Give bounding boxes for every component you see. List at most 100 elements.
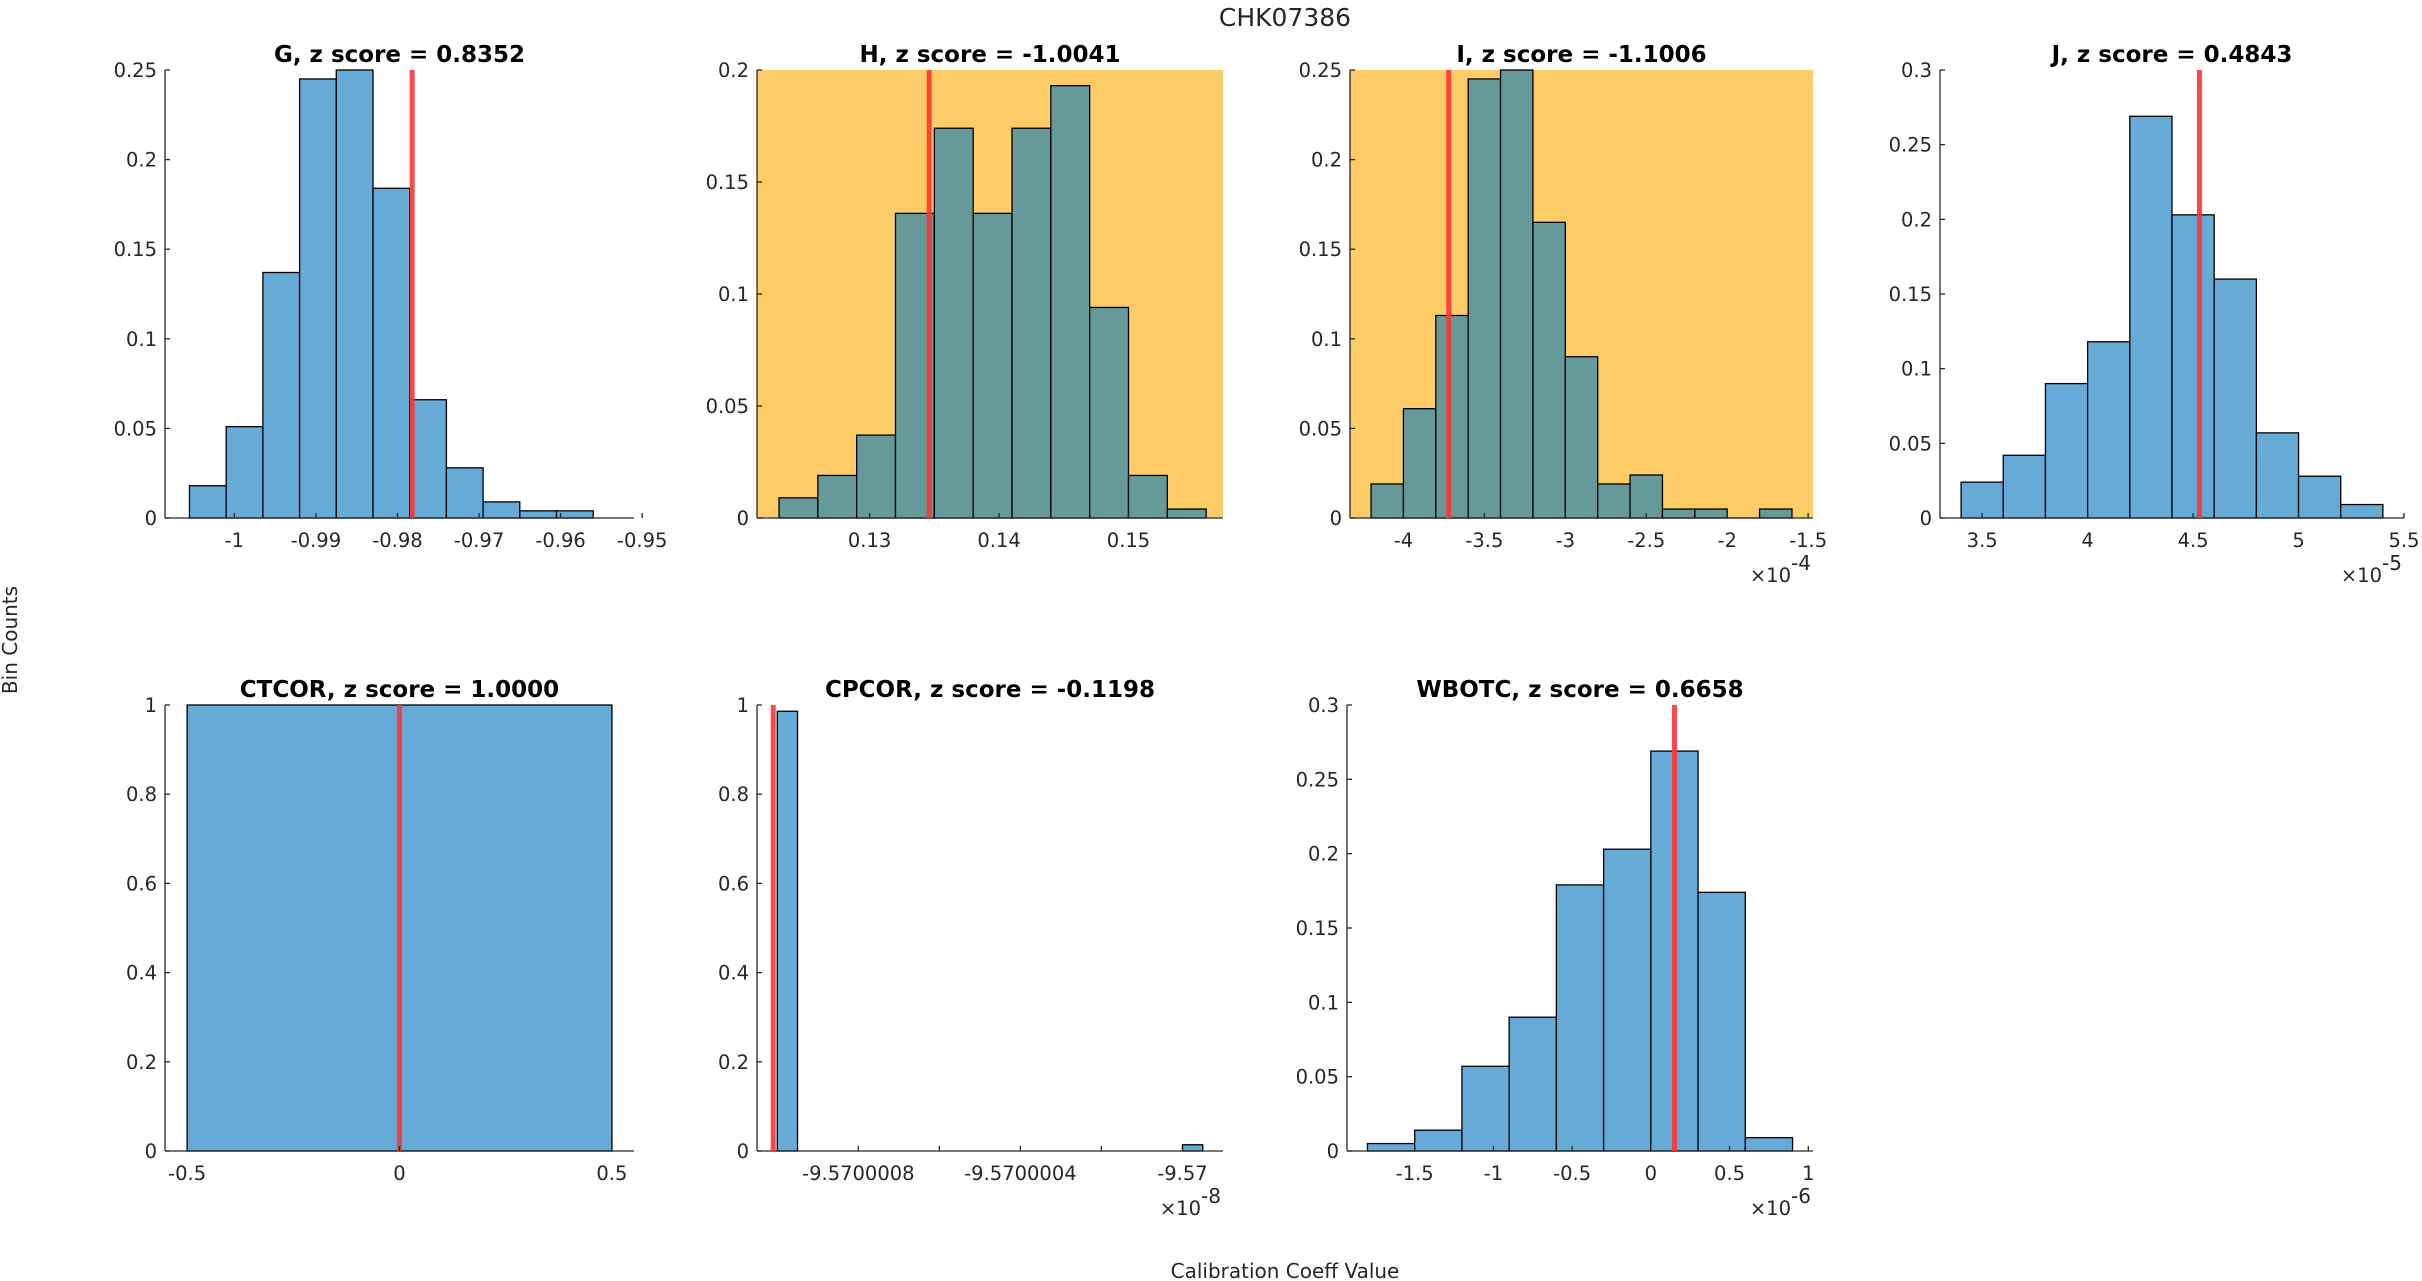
histogram-bar [1602,848,1652,1152]
x-tick-label: 0.5 [1714,1162,1745,1185]
subplot-title: WBOTC, z score = 0.6658 [1416,677,1743,703]
x-tick-label: -2.5 [1627,529,1665,552]
histogram-bar [1414,1129,1463,1152]
x-tick-label: 0.5 [596,1162,627,1185]
y-tick-label: 0.6 [126,872,157,895]
subplot-grid: 00.050.10.150.20.25-1 -0.99 -0.98 -0.97 -0.9… [114,42,2420,1220]
x-exponent-power: -4 [1791,551,1811,575]
histogram-bar [1402,408,1437,519]
y-tick-label: 0 [737,507,749,530]
subplot-j: 0 0.05 0.1 0.15 0.2 0.25 0.3 3.5 4 4.5 5 5.5 ×10-5 J,… [1889,42,2420,587]
subplot-cpcor: 0 0.2 0.4 0.6 0.8 1 -9.5700008 -9.5700004 -9.57 ×… [718,677,1223,1220]
y-tick-label: 0.4 [718,962,749,985]
x-tick-label: 4 [2081,529,2093,552]
y-tick-label: 1 [737,694,749,717]
y-tick-label: 0.1 [1308,991,1339,1014]
y-tick-label: 0.2 [718,1051,749,1074]
histogram-bar [2086,341,2131,519]
x-tick-label: 0.14 [977,529,1020,552]
x-exponent-label: ×10 [1750,564,1791,587]
histogram-bar [1435,314,1469,519]
x-exponent-power: -6 [1791,1184,1811,1208]
histogram-bar [1758,508,1793,519]
y-tick-label: 0.25 [1889,134,1932,157]
x-tick-label: -1 [225,529,244,552]
y-tick-label: 0.2 [1308,843,1339,866]
y-tick-label: 0.15 [114,238,157,261]
histogram-bar [1127,474,1168,519]
subplot-wbotc: 0 0.05 0.1 0.15 0.2 0.25 0.3 -1.5 -1 -0.5 0 0.5 1 ×10… [1296,677,1815,1220]
histogram-bar [1089,306,1130,519]
histogram-bar [1467,78,1502,519]
x-tick-label: -0.96 [535,529,585,552]
y-tick-label: 0 [1920,507,1932,530]
figure-title: CHK07386 [1219,3,1351,32]
subplot-h: 0 0.05 0.1 0.15 0.2 0.13 0.14 0.15 H, z score = … [706,42,1223,552]
histogram-bar [972,212,1013,519]
x-tick-label: 0.13 [848,529,891,552]
histogram-bar [1960,481,2004,519]
x-tick-label: -9.5700004 [964,1162,1077,1185]
subplot-i: 0 0.05 0.1 0.15 0.2 0.25 -4 -3.5 -3 -2.5 -2 -1.5 ×10… [1299,42,1828,587]
histogram-bar [519,510,558,519]
y-tick-label: 0.05 [706,395,749,418]
x-tick-label: 4.5 [2178,529,2209,552]
y-tick-label: 0.25 [1299,59,1342,82]
y-tick-label: 0 [145,1140,157,1163]
x-tick-label: -2 [1717,529,1736,552]
y-tick-label: 0.05 [114,417,157,440]
x-tick-label: 0.15 [1107,529,1150,552]
y-tick-label: 0.4 [126,962,157,985]
histogram-bar [933,127,974,519]
histogram-bar [778,497,819,519]
histogram-bar [817,474,858,519]
histogram-bar [1597,483,1631,519]
histogram-bar [1461,1065,1510,1152]
x-tick-label: 0 [393,1162,405,1185]
y-tick-label: 1 [145,694,157,717]
histogram-bar [1499,69,1534,519]
x-exponent-label: ×10 [1160,1197,1201,1220]
y-tick-label: 0.8 [126,783,157,806]
subplot-title: CTCOR, z score = 1.0000 [240,677,559,703]
x-tick-label: 5.5 [2388,529,2419,552]
histogram-bar [1555,884,1605,1152]
histogram-bar [555,510,594,519]
x-tick-label: 5 [2292,529,2304,552]
y-tick-label: 0.1 [718,283,749,306]
y-tick-label: 0.2 [126,1051,157,1074]
y-tick-label: 0 [737,1140,749,1163]
histogram-bar [372,187,411,519]
x-tick-label: -4 [1394,529,1413,552]
x-tick-label: -0.98 [372,529,422,552]
histogram-bar [2213,278,2258,519]
x-exponent-power: -8 [1201,1184,1221,1208]
histogram-bar [1744,1136,1794,1152]
histogram-bar [1166,508,1207,519]
subplot-title: J, z score = 0.4843 [2050,42,2293,68]
histogram-bar [2297,475,2342,519]
histogram-bar [225,425,264,519]
subplot-ctcor: 0 0.2 0.4 0.6 0.8 1 -0.5 0 0.5 CTCOR, z score = 1… [126,677,634,1185]
histogram-bar [2171,214,2215,519]
histogram-bar [2044,382,2089,519]
histogram-bar [1564,356,1599,519]
histogram-bar [1050,85,1091,519]
histogram-bar [482,501,521,519]
histogram-bar [856,434,897,519]
subplot-title: I, z score = -1.1006 [1456,42,1706,68]
histogram-bar [1697,891,1746,1152]
y-tick-label: 0 [1330,507,1342,530]
y-tick-label: 0.8 [718,783,749,806]
y-tick-label: 0.1 [1311,328,1342,351]
figure-ylabel: Bin Counts [0,586,22,694]
x-tick-label: -1.5 [1396,1162,1434,1185]
histogram-bar [1366,1142,1416,1152]
histogram-bar [776,710,799,1152]
histogram-bar [1370,483,1405,519]
x-tick-label: 1 [1802,1162,1814,1185]
y-tick-label: 0.3 [1901,59,1932,82]
histogram-bar [1011,127,1052,519]
y-tick-label: 0.2 [1311,149,1342,172]
